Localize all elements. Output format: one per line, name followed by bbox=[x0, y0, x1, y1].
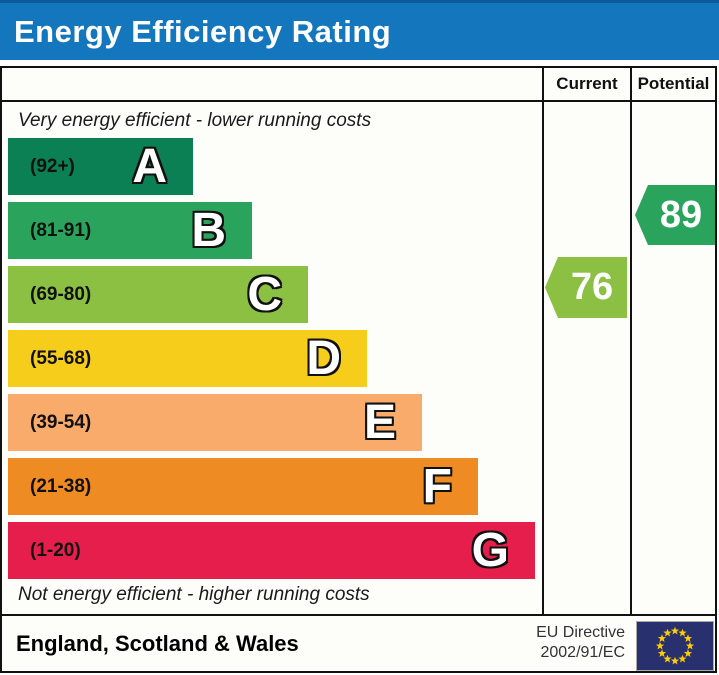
region-label: England, Scotland & Wales bbox=[16, 630, 299, 656]
potential-rating-tag: 89 bbox=[635, 185, 715, 245]
band-rows: (92+) A (81-91) B (69-80) C (55-68) D (39-54) E (2… bbox=[8, 138, 535, 586]
eu-flag-icon bbox=[636, 621, 714, 671]
current-column-divider bbox=[542, 68, 544, 616]
band-range-label: (92+) bbox=[30, 155, 75, 177]
band-bar-G: (1-20) G bbox=[8, 522, 535, 579]
eu-directive-line2: 2002/91/EC bbox=[540, 644, 625, 662]
band-bar-D: (55-68) D bbox=[8, 330, 367, 387]
eu-directive-label: EU Directive 2002/91/EC bbox=[536, 623, 625, 665]
band-bar-A: (92+) A bbox=[8, 138, 193, 195]
band-letter: F bbox=[422, 460, 452, 513]
band-range-label: (1-20) bbox=[30, 539, 81, 561]
band-range-label: (69-80) bbox=[30, 283, 92, 305]
band-range-label: (81-91) bbox=[30, 219, 92, 241]
current-rating-value: 76 bbox=[570, 266, 614, 308]
table-header-row: Current Potential bbox=[2, 68, 715, 102]
band-row-G: (1-20) G bbox=[8, 522, 535, 579]
rating-table: Current Potential Very energy efficient … bbox=[0, 66, 717, 673]
band-range-label: (21-38) bbox=[30, 475, 92, 497]
band-range-label: (39-54) bbox=[30, 411, 92, 433]
band-range-label: (55-68) bbox=[30, 347, 92, 369]
column-header-potential: Potential bbox=[637, 74, 710, 93]
band-letter: B bbox=[191, 204, 226, 257]
band-row-A: (92+) A bbox=[8, 138, 535, 195]
bottom-note: Not energy efficient - higher running co… bbox=[18, 584, 370, 605]
band-bar-F: (21-38) F bbox=[8, 458, 478, 515]
top-note: Very energy efficient - lower running co… bbox=[18, 110, 372, 131]
current-rating-tag: 76 bbox=[545, 257, 627, 318]
title-bar: Energy Efficiency Rating bbox=[0, 0, 719, 60]
band-letter: E bbox=[363, 396, 396, 449]
page-title: Energy Efficiency Rating bbox=[14, 13, 392, 49]
band-bar-E: (39-54) E bbox=[8, 394, 422, 451]
band-letter: D bbox=[306, 332, 341, 385]
column-header-current: Current bbox=[556, 74, 618, 93]
band-letter: A bbox=[132, 140, 167, 193]
band-bar-B: (81-91) B bbox=[8, 202, 252, 259]
band-row-E: (39-54) E bbox=[8, 394, 535, 451]
band-letter: G bbox=[471, 524, 509, 577]
band-row-C: (69-80) C bbox=[8, 266, 535, 323]
band-row-B: (81-91) B bbox=[8, 202, 535, 259]
chart-bottom-divider bbox=[2, 614, 715, 616]
band-row-D: (55-68) D bbox=[8, 330, 535, 387]
band-letter: C bbox=[247, 268, 282, 321]
footer-row: England, Scotland & Wales EU Directive 2… bbox=[2, 616, 715, 671]
band-row-F: (21-38) F bbox=[8, 458, 535, 515]
eu-directive-line1: EU Directive bbox=[536, 623, 625, 641]
potential-rating-value: 89 bbox=[659, 193, 703, 236]
band-bar-C: (69-80) C bbox=[8, 266, 308, 323]
potential-column-divider bbox=[630, 68, 632, 616]
